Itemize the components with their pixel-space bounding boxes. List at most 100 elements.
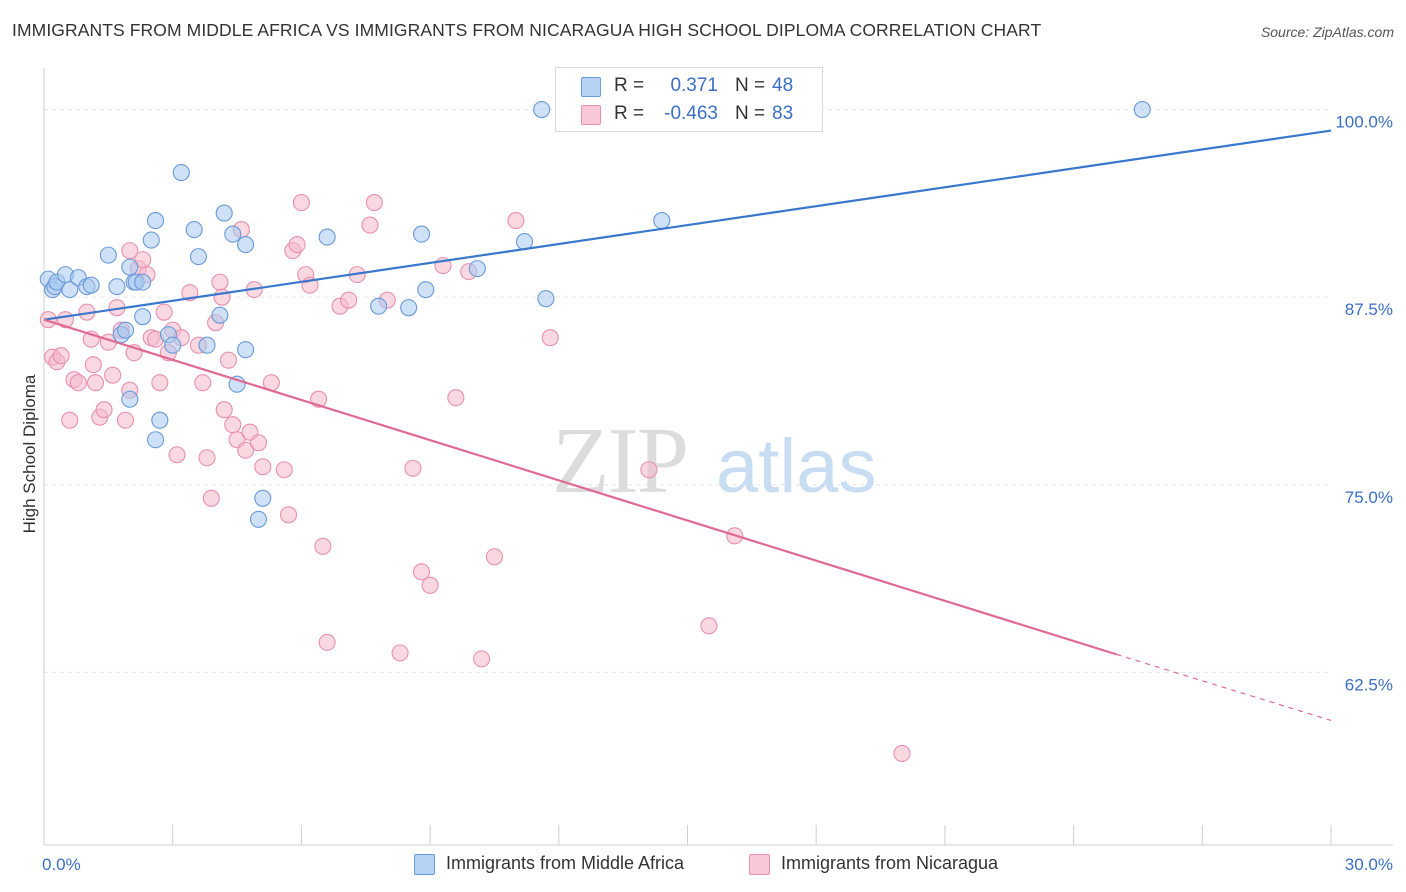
point-nicaragua [61,411,79,429]
point-nicaragua [116,411,135,429]
point-middle-africa [237,341,255,359]
trend-line-nicaragua [43,318,1117,656]
point-middle-africa [318,228,336,246]
point-middle-africa [185,221,203,239]
point-nicaragua [95,401,113,419]
point-middle-africa [249,510,268,528]
point-middle-africa [254,489,272,507]
point-nicaragua [104,366,122,384]
point-nicaragua [168,446,186,464]
point-nicaragua [541,329,559,347]
point-nicaragua [473,650,491,668]
legend-swatch-nicaragua [749,854,770,875]
point-middle-africa [172,164,190,182]
point-middle-africa [211,306,229,324]
point-middle-africa [198,336,216,354]
point-middle-africa [142,231,160,249]
legend-r-value: -0.463 [664,103,718,124]
trend-lines [43,129,1332,721]
point-nicaragua [314,537,332,555]
point-middle-africa [468,260,486,278]
point-nicaragua [640,461,658,479]
axes [43,68,1393,846]
trend-line-middle-africa [43,129,1332,321]
tick-labels: 62.5% 75.0% 87.5% 100.0% 0.0% 30.0% [42,113,1393,874]
point-nicaragua [412,563,431,581]
y-tick-label: 75.0% [1345,488,1393,507]
point-nicaragua [447,389,465,407]
point-nicaragua [224,416,242,434]
point-nicaragua [69,374,87,392]
legend-n-value: 83 [772,103,794,124]
legend-row-blue: R = 0.371 N = 48 [556,73,822,101]
y-tick-label: 62.5% [1345,675,1393,694]
point-nicaragua [507,212,525,230]
series-legend: Immigrants from Middle Africa Immigrants… [0,852,1406,878]
x-tick-label-min: 0.0% [42,855,81,874]
point-middle-africa [533,100,551,119]
point-nicaragua [198,449,216,467]
source-label: Source: ZipAtlas.com [1260,24,1394,40]
point-nicaragua [213,288,231,306]
point-middle-africa [99,246,117,264]
point-nicaragua [292,194,310,212]
point-middle-africa [215,204,233,222]
y-tick-label: 87.5% [1345,300,1393,319]
legend-r-label: R = [614,103,645,124]
point-middle-africa [370,297,388,315]
point-nicaragua [361,216,379,234]
point-middle-africa [164,336,182,354]
legend-n-label: N = [735,75,766,96]
point-nicaragua [121,242,139,260]
point-middle-africa [134,308,152,326]
legend-label-middle-africa: Immigrants from Middle Africa [446,853,685,873]
point-nicaragua [211,273,229,291]
point-middle-africa [237,236,255,254]
point-middle-africa [121,258,139,276]
legend-r-label: R = [614,75,645,96]
point-nicaragua [700,617,718,635]
point-nicaragua [84,356,102,374]
correlation-legend: R = 0.371 N = 48 R = -0.463 N = 83 [555,67,823,132]
legend-n-value: 48 [772,75,794,96]
point-middle-africa [537,290,555,308]
point-nicaragua [151,374,169,392]
watermark-atlas: atlas [716,424,877,509]
point-nicaragua [485,548,504,566]
legend-n-label: N = [735,103,766,124]
point-nicaragua [391,644,409,662]
trend-line-nicaragua-extension [1116,653,1332,721]
point-middle-africa [412,225,431,243]
point-middle-africa [146,212,165,230]
point-nicaragua [340,291,358,309]
chart-title: IMMIGRANTS FROM MIDDLE AFRICA VS IMMIGRA… [12,20,1042,40]
legend-swatch-blue [581,77,601,97]
point-middle-africa [116,321,135,339]
point-middle-africa [82,276,100,294]
point-nicaragua [86,374,105,392]
point-middle-africa [146,431,165,449]
y-axis-label: High School Diploma [20,374,39,533]
point-nicaragua [279,506,298,524]
point-nicaragua [421,576,439,594]
watermark-zip: ZIP [552,409,687,513]
point-middle-africa [108,278,126,296]
point-middle-africa [189,248,207,266]
point-middle-africa [1133,100,1151,119]
point-nicaragua [275,461,293,479]
point-nicaragua [365,194,383,212]
point-middle-africa [653,212,671,230]
point-nicaragua [318,633,336,651]
point-nicaragua [249,434,268,452]
point-nicaragua [237,441,255,459]
point-middle-africa [61,281,79,299]
point-nicaragua [219,351,238,369]
point-middle-africa [121,390,139,408]
legend-row-pink: R = -0.463 N = 83 [556,101,822,129]
point-middle-africa [224,225,242,243]
point-nicaragua [194,374,212,392]
watermark: ZIP atlas [552,409,877,513]
point-nicaragua [254,458,272,476]
point-nicaragua [288,236,306,254]
y-tick-label: 100.0% [1335,113,1393,132]
